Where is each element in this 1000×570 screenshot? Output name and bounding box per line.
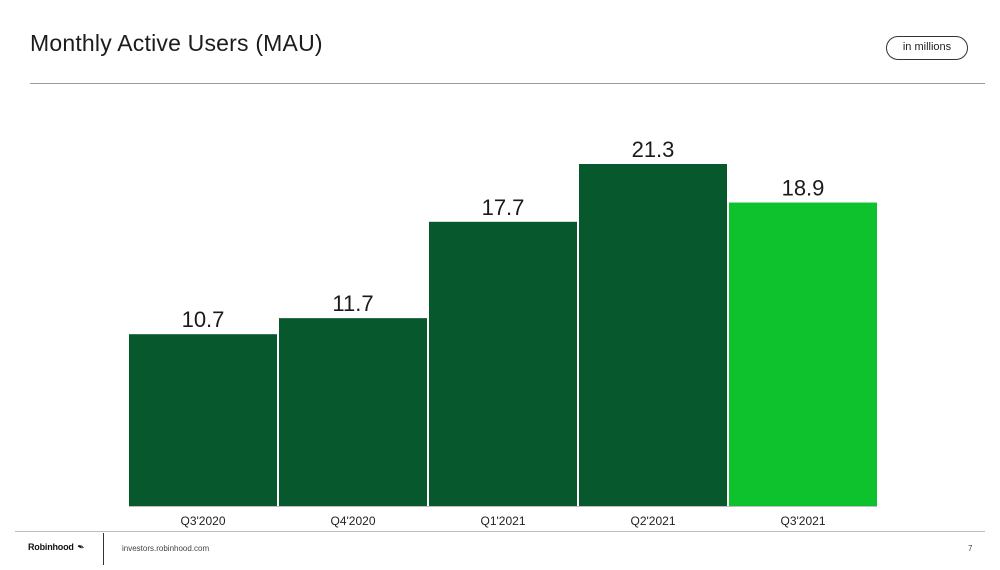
header-divider [30,83,985,84]
page-title: Monthly Active Users (MAU) [30,30,323,56]
bar-Q3'2021 [729,202,877,506]
x-tick-label: Q4'2020 [331,514,376,528]
site-url: investors.robinhood.com [122,544,210,553]
data-label-Q3'2020: 10.7 [182,307,225,332]
footer-separator [103,533,104,565]
page-number: 7 [968,544,973,553]
data-label-Q1'2021: 17.7 [482,195,525,220]
x-tick-label: Q2'2021 [631,514,676,528]
unit-badge: in millions [886,36,968,60]
bar-Q2'2021 [579,164,727,506]
brand-name: Robinhood [28,542,74,552]
x-tick-label: Q3'2021 [781,514,826,528]
data-label-Q2'2021: 21.3 [632,137,675,162]
footer-divider [15,531,985,532]
bar-Q4'2020 [279,318,427,506]
x-tick-label: Q3'2020 [181,514,226,528]
brand-logo: Robinhood ✒ [28,541,86,553]
data-label-Q3'2021: 18.9 [782,176,825,201]
data-label-Q4'2020: 11.7 [332,291,373,316]
x-tick-label: Q1'2021 [481,514,526,528]
bar-Q1'2021 [429,221,577,507]
bar-Q3'2020 [129,334,277,506]
